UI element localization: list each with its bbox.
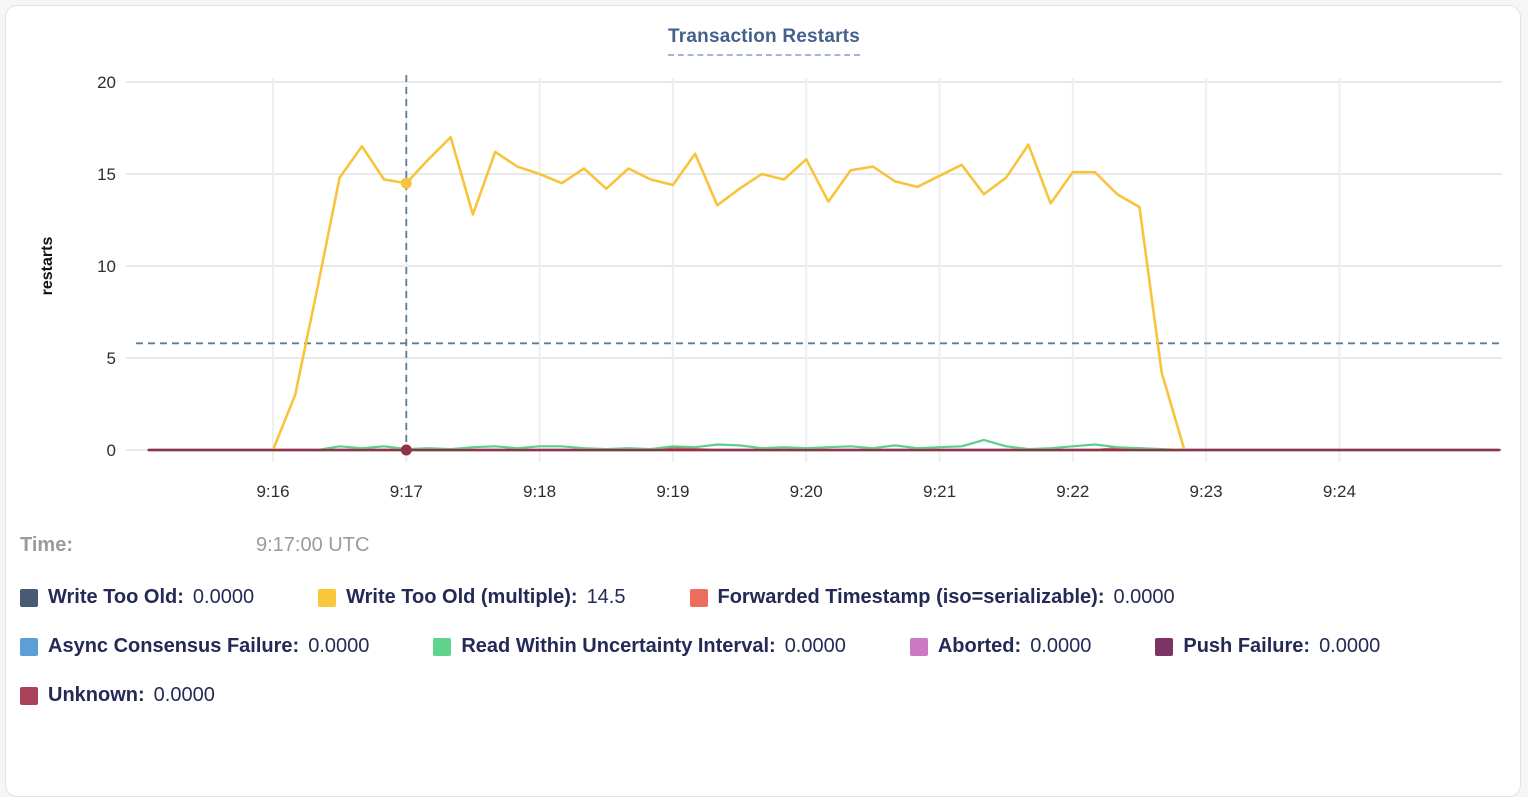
chart-title: Transaction Restarts [668,26,860,56]
x-tick-label: 9:24 [1323,482,1356,501]
legend-swatch [909,637,928,656]
legend-value: 0.0000 [784,635,846,657]
chart-legend: Write Too Old: 0.0000 Write Too Old (multi… [20,586,1520,733]
legend-row: Write Too Old: 0.0000 Write Too Old (multi… [20,586,1520,609]
legend-value: 0.0000 [1113,586,1175,608]
legend-value: 14.5 [586,586,626,608]
y-tick-label: 20 [97,73,116,92]
y-tick-label: 10 [97,257,116,276]
y-tick-label: 5 [107,349,116,368]
y-axis-label: restarts [39,237,56,296]
legend-swatch [20,637,38,656]
time-readout: Time: 9:17:00 UTC [20,534,1510,557]
legend-swatch [433,637,452,656]
x-tick-label: 9:18 [523,482,556,501]
legend-item-async-consensus-failure: Async Consensus Failure: 0.0000 [20,635,369,658]
legend-label: Async Consensus Failure: [48,635,300,657]
legend-value: 0.0000 [153,684,215,706]
legend-swatch [20,588,38,607]
legend-label: Push Failure: [1183,635,1311,657]
hover-dot-unknown [400,444,412,456]
series-line-read-within-uncertainty-interval [316,438,1186,452]
legend-label: Aborted: [937,635,1022,657]
transaction-restarts-chart[interactable]: restarts 0 5 10 15 20 9:16 9:17 9:18 9:19 9:20 9:2… [0,0,1528,520]
legend-item-forwarded-timestamp-iso-serializable: Forwarded Timestamp (iso=serializable): 0… [689,586,1175,609]
legend-row: Async Consensus Failure: 0.0000 Read Withi… [20,635,1520,658]
legend-swatch [1155,637,1174,656]
legend-value: 0.0000 [1319,635,1381,657]
legend-value: 0.0000 [192,586,255,608]
legend-swatch [318,588,337,607]
x-tick-label: 9:16 [256,482,289,501]
legend-label: Read Within Uncertainty Interval: [461,635,776,657]
legend-swatch [20,686,38,705]
hover-dot-write-too-old-multiple [400,177,412,189]
x-tick-label: 9:21 [923,482,956,501]
chart-card [5,5,1521,797]
legend-label: Unknown: [48,684,145,706]
time-label: Time: [20,534,73,556]
legend-item-write-too-old-multiple: Write Too Old (multiple): 14.5 [318,586,626,609]
x-tick-label: 9:23 [1190,482,1223,501]
legend-item-aborted: Aborted: 0.0000 [909,635,1092,658]
legend-label: Forwarded Timestamp (iso=serializable): [717,586,1105,608]
legend-item-push-failure: Push Failure: 0.0000 [1155,635,1380,658]
legend-value: 0.0000 [308,635,370,657]
y-tick-label: 15 [97,165,116,184]
legend-swatch [689,588,708,607]
legend-row: Unknown: 0.0000 [20,684,1520,707]
legend-label: Write Too Old (multiple): [346,586,578,608]
chart-title-wrap: Transaction Restarts [0,26,1528,56]
x-tick-label: 9:20 [790,482,823,501]
legend-item-write-too-old: Write Too Old: 0.0000 [20,586,254,609]
x-tick-label: 9:19 [656,482,689,501]
x-tick-label: 9:17 [390,482,423,501]
y-tick-label: 0 [107,441,116,460]
x-tick-label: 9:22 [1056,482,1089,501]
legend-item-unknown: Unknown: 0.0000 [20,684,215,707]
legend-label: Write Too Old: [48,586,184,608]
time-value: 9:17:00 UTC [256,534,370,556]
series-line-write-too-old-multiple [271,135,1186,452]
legend-item-read-within-uncertainty-interval: Read Within Uncertainty Interval: 0.0000 [433,635,846,658]
legend-value: 0.0000 [1030,635,1092,657]
